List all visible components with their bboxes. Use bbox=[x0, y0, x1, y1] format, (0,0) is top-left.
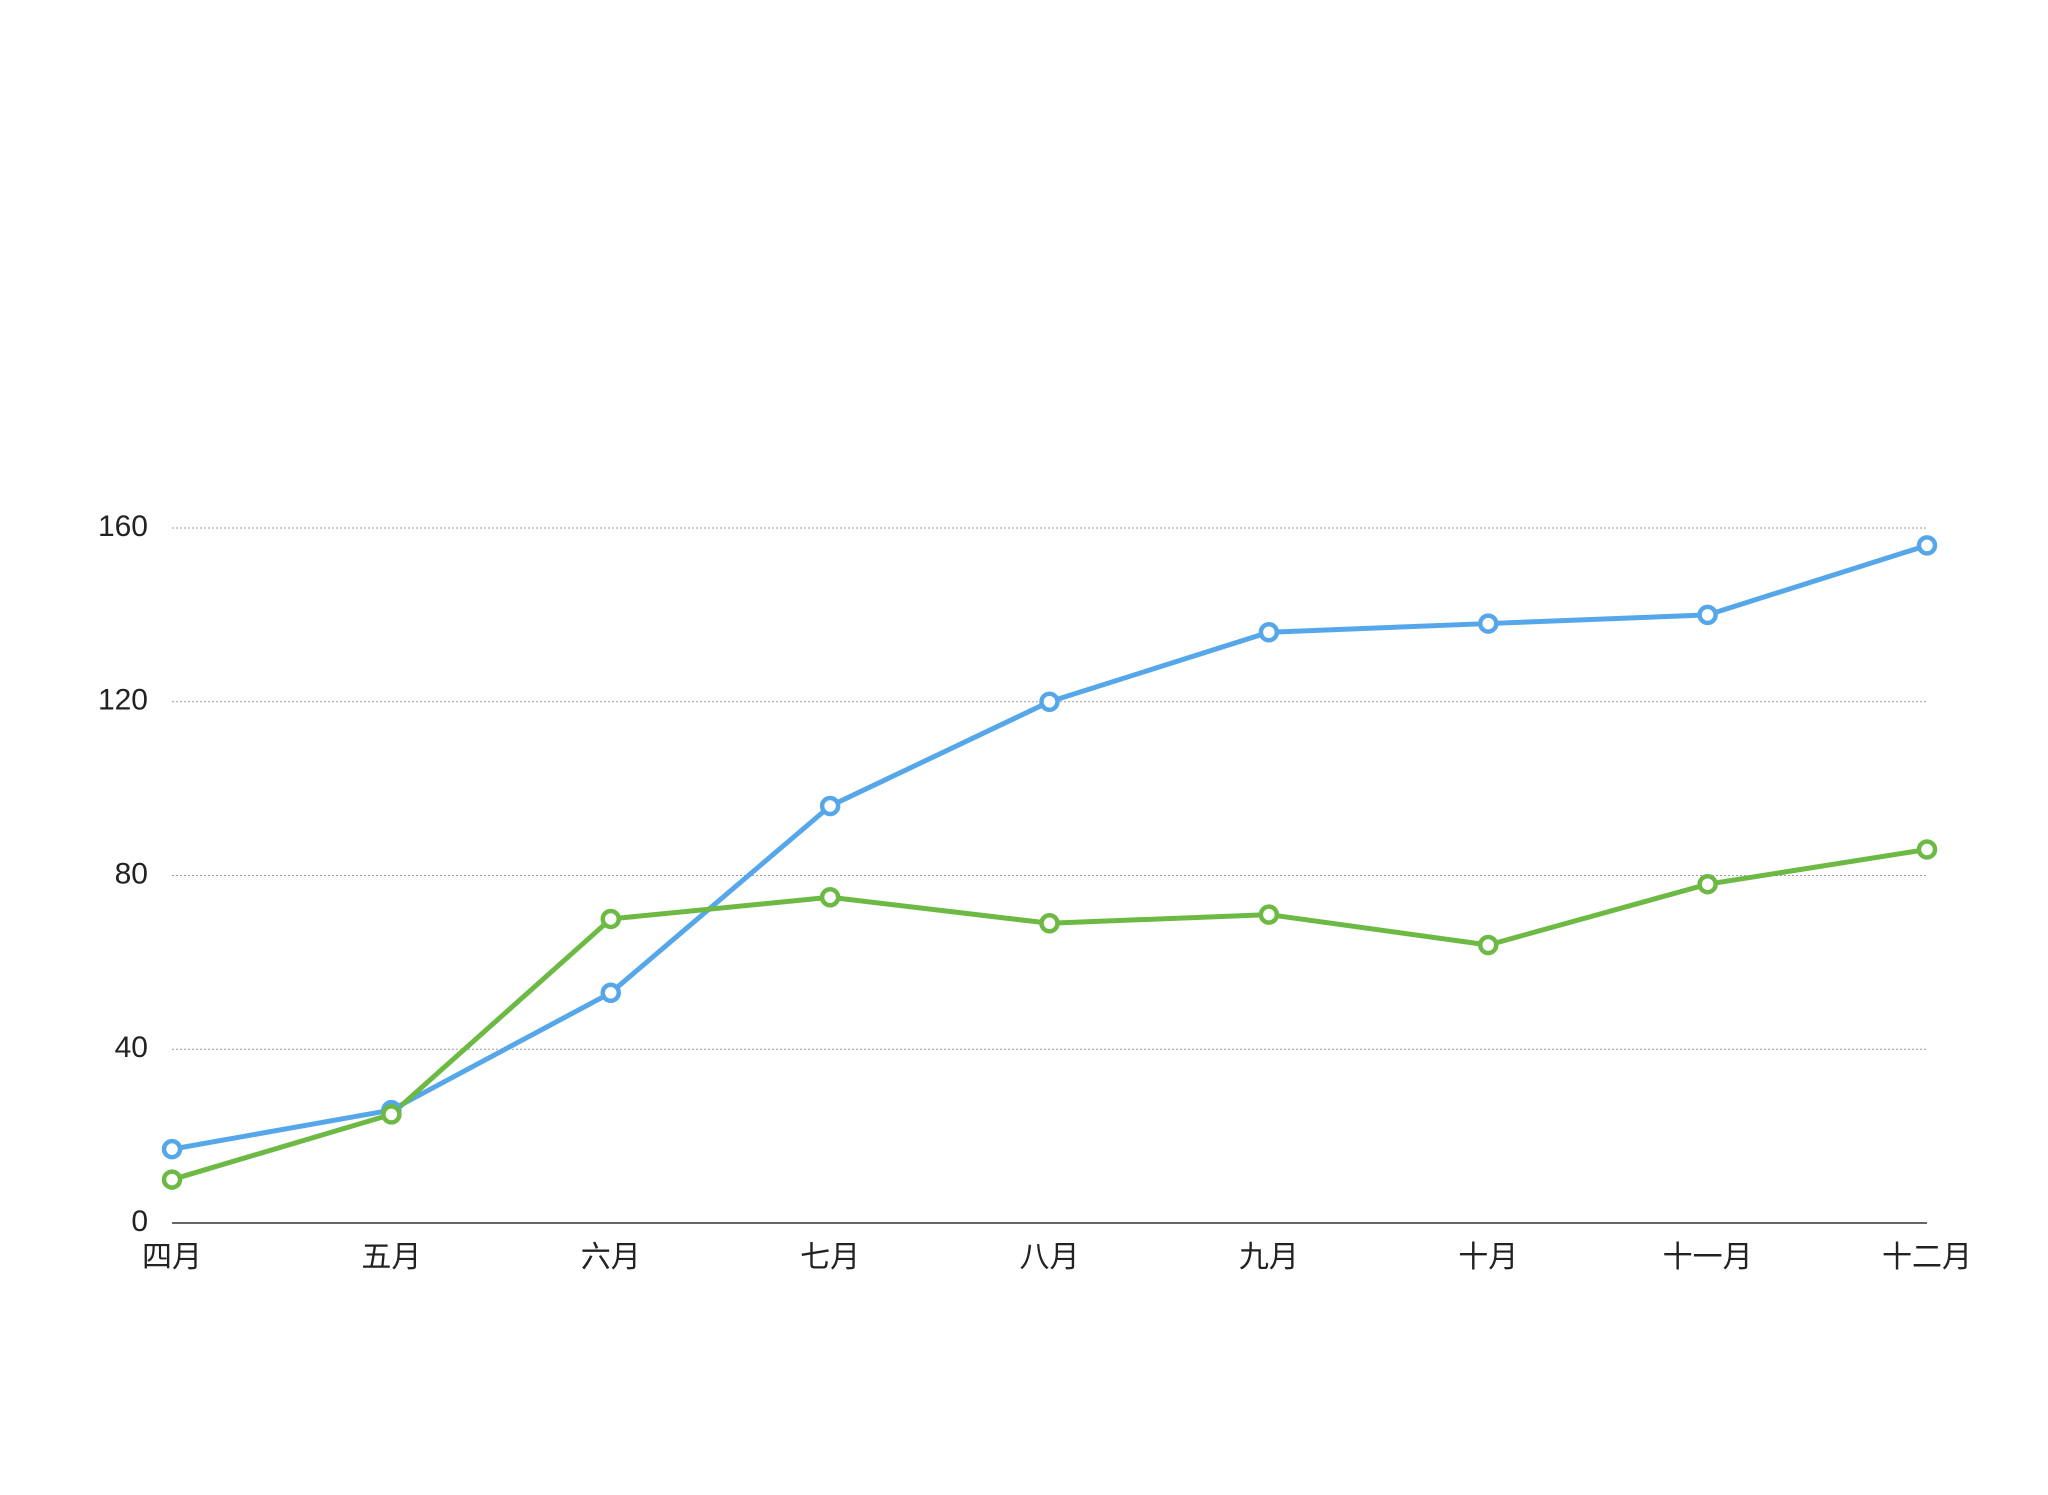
data-point bbox=[1039, 913, 1060, 934]
x-tick-label: 七月 bbox=[800, 1241, 860, 1274]
x-tick-label: 十一月 bbox=[1663, 1241, 1753, 1274]
y-tick-label: 40 bbox=[115, 1031, 148, 1064]
data-point bbox=[161, 1138, 183, 1160]
data-point bbox=[1258, 904, 1280, 925]
x-tick-label: 十二月 bbox=[1882, 1241, 1972, 1274]
data-point bbox=[1697, 604, 1718, 626]
series-line bbox=[171, 542, 1928, 1152]
data-point bbox=[1478, 613, 1499, 634]
data-point bbox=[1697, 873, 1718, 895]
data-point bbox=[381, 1104, 402, 1125]
data-point bbox=[1478, 934, 1499, 956]
x-tick-label: 五月 bbox=[361, 1241, 421, 1274]
series-line bbox=[171, 846, 1928, 1182]
data-point bbox=[1039, 691, 1060, 712]
y-tick-label: 120 bbox=[98, 684, 148, 717]
x-tick-label: 四月 bbox=[142, 1241, 202, 1274]
data-point bbox=[1916, 535, 1938, 556]
x-tick-label: 八月 bbox=[1020, 1241, 1080, 1274]
x-tick-label: 十月 bbox=[1458, 1241, 1518, 1274]
x-tick-label: 九月 bbox=[1239, 1241, 1299, 1274]
data-point bbox=[1258, 622, 1280, 643]
y-tick-label: 0 bbox=[131, 1205, 148, 1238]
y-tick-label: 80 bbox=[115, 857, 148, 890]
data-point bbox=[819, 795, 841, 817]
data-point bbox=[819, 886, 841, 908]
data-point bbox=[1916, 839, 1938, 860]
y-tick-label: 160 bbox=[98, 510, 148, 543]
data-point bbox=[600, 982, 621, 1004]
data-point bbox=[161, 1169, 183, 1190]
data-point bbox=[600, 908, 621, 930]
x-tick-label: 六月 bbox=[581, 1241, 641, 1274]
